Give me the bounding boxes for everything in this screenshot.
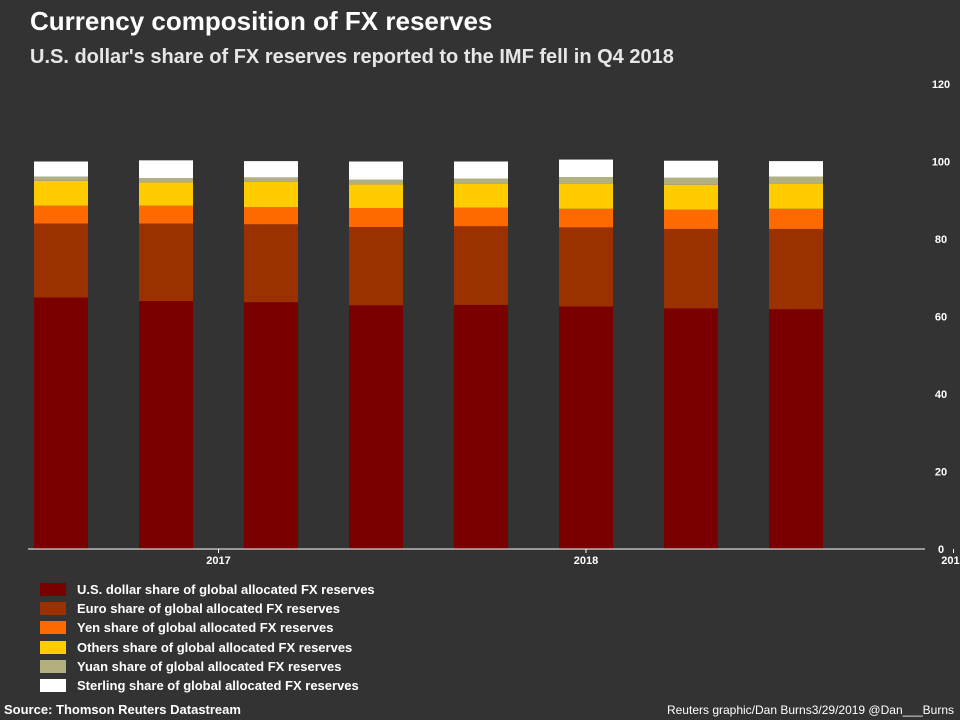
legend-label: Yuan share of global allocated FX reserv… (77, 658, 342, 674)
bar-segment (664, 209, 718, 229)
y-tick-label: 100 (932, 157, 950, 169)
chart-subtitle: U.S. dollar's share of FX reserves repor… (30, 46, 674, 68)
legend-label: Others share of global allocated FX rese… (77, 639, 353, 655)
bar-segment (559, 183, 613, 209)
bar-segment (664, 177, 718, 185)
bar-segment (454, 226, 508, 305)
bar-segment (769, 183, 823, 209)
legend-label: Euro share of global allocated FX reserv… (77, 601, 340, 617)
y-tick-label: 0 (938, 544, 944, 556)
legend-label: U.S. dollar share of global allocated FX… (77, 582, 375, 598)
bar-segment (244, 224, 298, 303)
legend-item: Others share of global allocated FX rese… (40, 638, 375, 657)
bar-segment (559, 177, 613, 184)
credit-note: Reuters graphic/Dan Burns3/29/2019 @Dan_… (666, 703, 954, 717)
bar-segment (34, 180, 88, 206)
bar-segment (454, 183, 508, 208)
bar-segment (34, 205, 88, 224)
bar-segment (769, 208, 823, 229)
bar-segment (349, 226, 403, 306)
legend-item: Sterling share of global allocated FX re… (40, 676, 375, 695)
x-tick-label: 2019 (941, 555, 960, 567)
bar-segment (349, 184, 403, 208)
legend-label: Yen share of global allocated FX reserve… (77, 620, 334, 636)
y-tick-label: 80 (935, 234, 947, 246)
legend-swatch (40, 583, 66, 597)
bar-segment (139, 205, 193, 224)
x-tick-label: 2017 (206, 555, 230, 567)
bar-segment (559, 159, 613, 177)
bar-segment (454, 161, 508, 179)
bar-segment (349, 305, 403, 549)
bar-segment (769, 161, 823, 177)
bar-segment (34, 223, 88, 298)
bar-segment (769, 228, 823, 310)
bar-segment (139, 301, 193, 549)
legend-item: U.S. dollar share of global allocated FX… (40, 580, 375, 599)
chart-title: Currency composition of FX reserves (30, 6, 493, 36)
legend-item: Euro share of global allocated FX reserv… (40, 599, 375, 618)
x-tick-label: 2018 (574, 555, 598, 567)
bar-segment (34, 297, 88, 549)
bars-group (34, 159, 823, 550)
y-tick-label: 40 (935, 389, 947, 401)
bar-segment (244, 207, 298, 225)
bar-segment (349, 161, 403, 180)
legend-label: Sterling share of global allocated FX re… (77, 678, 359, 694)
bar-segment (139, 178, 193, 183)
bar-segment (34, 161, 88, 177)
y-tick-label: 120 (932, 79, 950, 91)
bar-segment (454, 178, 508, 184)
bar-segment (769, 309, 823, 549)
legend-swatch (40, 659, 66, 673)
bar-segment (664, 160, 718, 178)
x-axis-ticks: 2017 2018 2019 (206, 549, 960, 567)
bar-segment (769, 176, 823, 184)
bar-segment (559, 306, 613, 549)
legend-item: Yen share of global allocated FX reserve… (40, 618, 375, 637)
bar-segment (244, 181, 298, 208)
legend: U.S. dollar share of global allocated FX… (40, 580, 375, 695)
bar-segment (349, 208, 403, 227)
bar-segment (664, 308, 718, 549)
bar-segment (559, 208, 613, 228)
bar-segment (559, 227, 613, 307)
legend-swatch (40, 621, 66, 635)
source-note: Source: Thomson Reuters Datastream (4, 702, 241, 717)
bar-segment (139, 182, 193, 206)
bar-segment (244, 161, 298, 178)
bar-segment (139, 160, 193, 179)
bar-segment (664, 228, 718, 309)
legend-item: Yuan share of global allocated FX reserv… (40, 657, 375, 676)
bar-segment (139, 223, 193, 301)
bar-segment (34, 176, 88, 181)
bar-segment (244, 302, 298, 549)
bar-segment (349, 179, 403, 185)
bar-segment (244, 177, 298, 182)
bar-segment (454, 304, 508, 550)
y-axis-ticks: 0 20 40 60 80 100 120 (932, 79, 950, 556)
legend-swatch (40, 640, 66, 654)
stacked-bar-chart: 0 20 40 60 80 100 120 2017 2018 2019 (28, 79, 960, 567)
y-tick-label: 20 (935, 467, 947, 479)
legend-swatch (40, 602, 66, 616)
bar-segment (454, 207, 508, 227)
legend-swatch (40, 679, 66, 693)
y-tick-label: 60 (935, 312, 947, 324)
bar-segment (664, 184, 718, 210)
